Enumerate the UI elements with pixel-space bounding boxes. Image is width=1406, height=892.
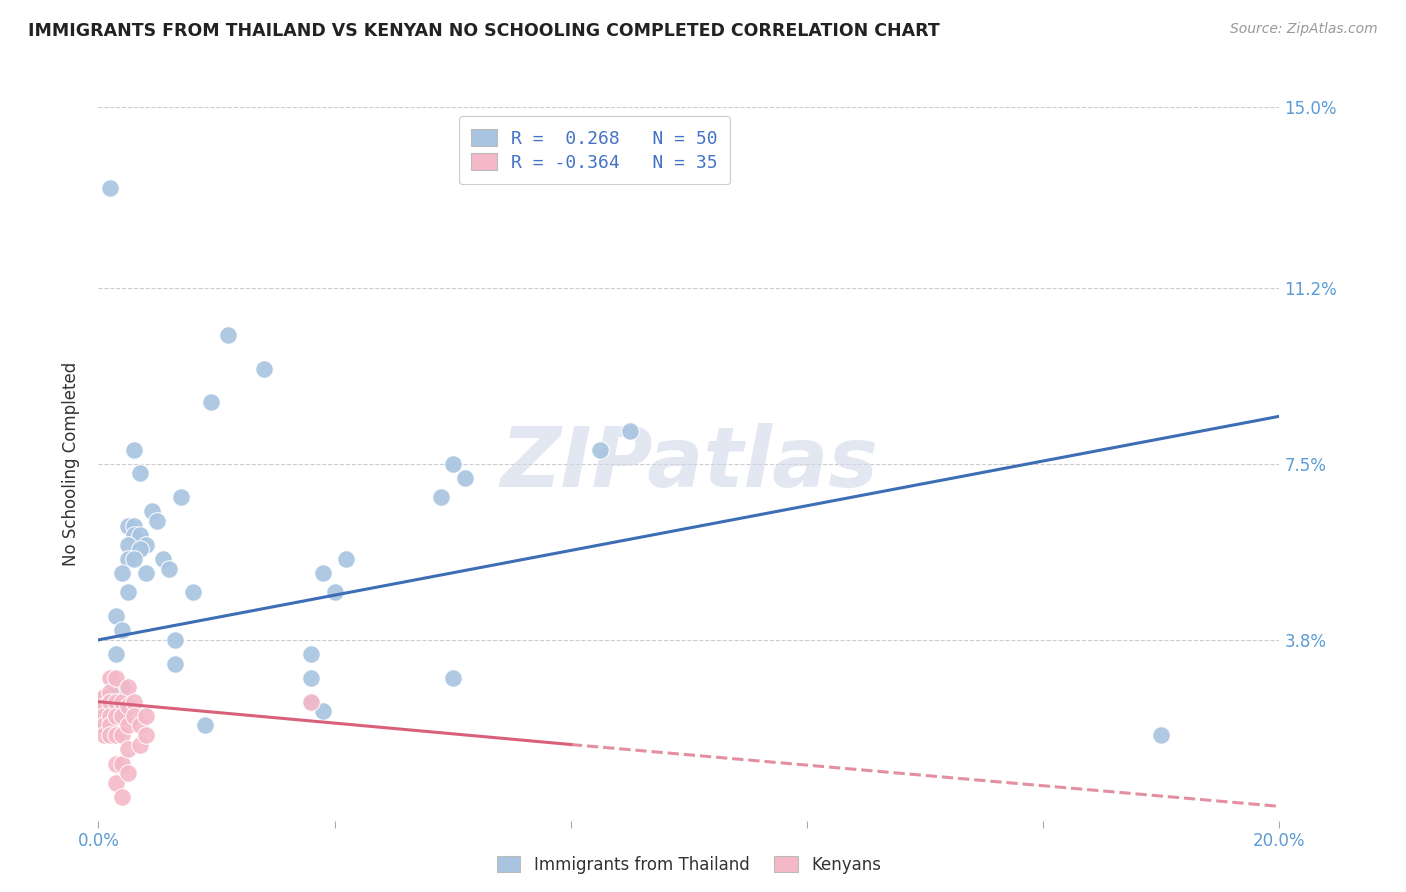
Y-axis label: No Schooling Completed: No Schooling Completed bbox=[62, 362, 80, 566]
Point bbox=[135, 566, 157, 581]
Point bbox=[135, 709, 157, 723]
Point bbox=[105, 709, 128, 723]
Point bbox=[105, 647, 128, 661]
Point bbox=[98, 671, 121, 685]
Point bbox=[117, 552, 139, 566]
Point bbox=[430, 490, 453, 504]
Point bbox=[93, 699, 115, 714]
Point bbox=[105, 681, 128, 695]
Point bbox=[200, 395, 222, 409]
Point bbox=[117, 538, 139, 552]
Point bbox=[98, 695, 121, 709]
Point bbox=[117, 518, 139, 533]
Point bbox=[299, 695, 322, 709]
Point bbox=[122, 518, 145, 533]
Point bbox=[335, 552, 357, 566]
Point bbox=[117, 699, 139, 714]
Point bbox=[98, 728, 121, 742]
Point bbox=[98, 695, 121, 709]
Point bbox=[122, 709, 145, 723]
Point bbox=[98, 685, 121, 699]
Point bbox=[194, 718, 217, 732]
Legend: Immigrants from Thailand, Kenyans: Immigrants from Thailand, Kenyans bbox=[486, 846, 891, 884]
Point bbox=[128, 718, 150, 732]
Point bbox=[122, 695, 145, 709]
Text: Source: ZipAtlas.com: Source: ZipAtlas.com bbox=[1230, 22, 1378, 37]
Point bbox=[312, 704, 335, 718]
Point bbox=[141, 504, 163, 518]
Point bbox=[105, 609, 128, 624]
Point bbox=[122, 552, 145, 566]
Point bbox=[105, 775, 128, 789]
Point bbox=[111, 709, 134, 723]
Point bbox=[589, 442, 612, 457]
Point bbox=[117, 718, 139, 732]
Point bbox=[135, 538, 157, 552]
Point bbox=[117, 681, 139, 695]
Point bbox=[105, 671, 128, 685]
Point bbox=[122, 442, 145, 457]
Text: ZIPatlas: ZIPatlas bbox=[501, 424, 877, 504]
Point bbox=[312, 566, 335, 581]
Point bbox=[98, 718, 121, 732]
Point bbox=[111, 695, 134, 709]
Point bbox=[128, 467, 150, 481]
Point bbox=[323, 585, 346, 599]
Point bbox=[217, 328, 239, 343]
Point bbox=[117, 742, 139, 756]
Point bbox=[152, 552, 174, 566]
Point bbox=[93, 690, 115, 704]
Point bbox=[105, 695, 128, 709]
Point bbox=[299, 671, 322, 685]
Point bbox=[111, 756, 134, 771]
Point bbox=[122, 528, 145, 542]
Point bbox=[128, 528, 150, 542]
Point bbox=[111, 728, 134, 742]
Point bbox=[117, 585, 139, 599]
Point bbox=[135, 728, 157, 742]
Point bbox=[93, 728, 115, 742]
Point bbox=[93, 718, 115, 732]
Point bbox=[181, 585, 204, 599]
Point bbox=[93, 718, 115, 732]
Point bbox=[299, 647, 322, 661]
Point bbox=[111, 624, 134, 638]
Point bbox=[1150, 728, 1173, 742]
Point bbox=[453, 471, 475, 485]
Point bbox=[98, 709, 121, 723]
Point bbox=[105, 756, 128, 771]
Point bbox=[441, 671, 464, 685]
Point bbox=[299, 695, 322, 709]
Point bbox=[117, 766, 139, 780]
Point bbox=[111, 789, 134, 804]
Text: IMMIGRANTS FROM THAILAND VS KENYAN NO SCHOOLING COMPLETED CORRELATION CHART: IMMIGRANTS FROM THAILAND VS KENYAN NO SC… bbox=[28, 22, 939, 40]
Point bbox=[146, 514, 169, 528]
Point bbox=[441, 457, 464, 471]
Point bbox=[98, 181, 121, 195]
Point bbox=[87, 695, 110, 709]
Point bbox=[128, 542, 150, 557]
Point bbox=[157, 561, 180, 575]
Point bbox=[111, 566, 134, 581]
Point bbox=[128, 738, 150, 752]
Point bbox=[93, 709, 115, 723]
Point bbox=[170, 490, 193, 504]
Point bbox=[165, 657, 187, 671]
Point bbox=[253, 361, 276, 376]
Point bbox=[93, 695, 115, 709]
Point bbox=[105, 728, 128, 742]
Point bbox=[165, 632, 187, 647]
Point bbox=[619, 424, 641, 438]
Point bbox=[111, 681, 134, 695]
